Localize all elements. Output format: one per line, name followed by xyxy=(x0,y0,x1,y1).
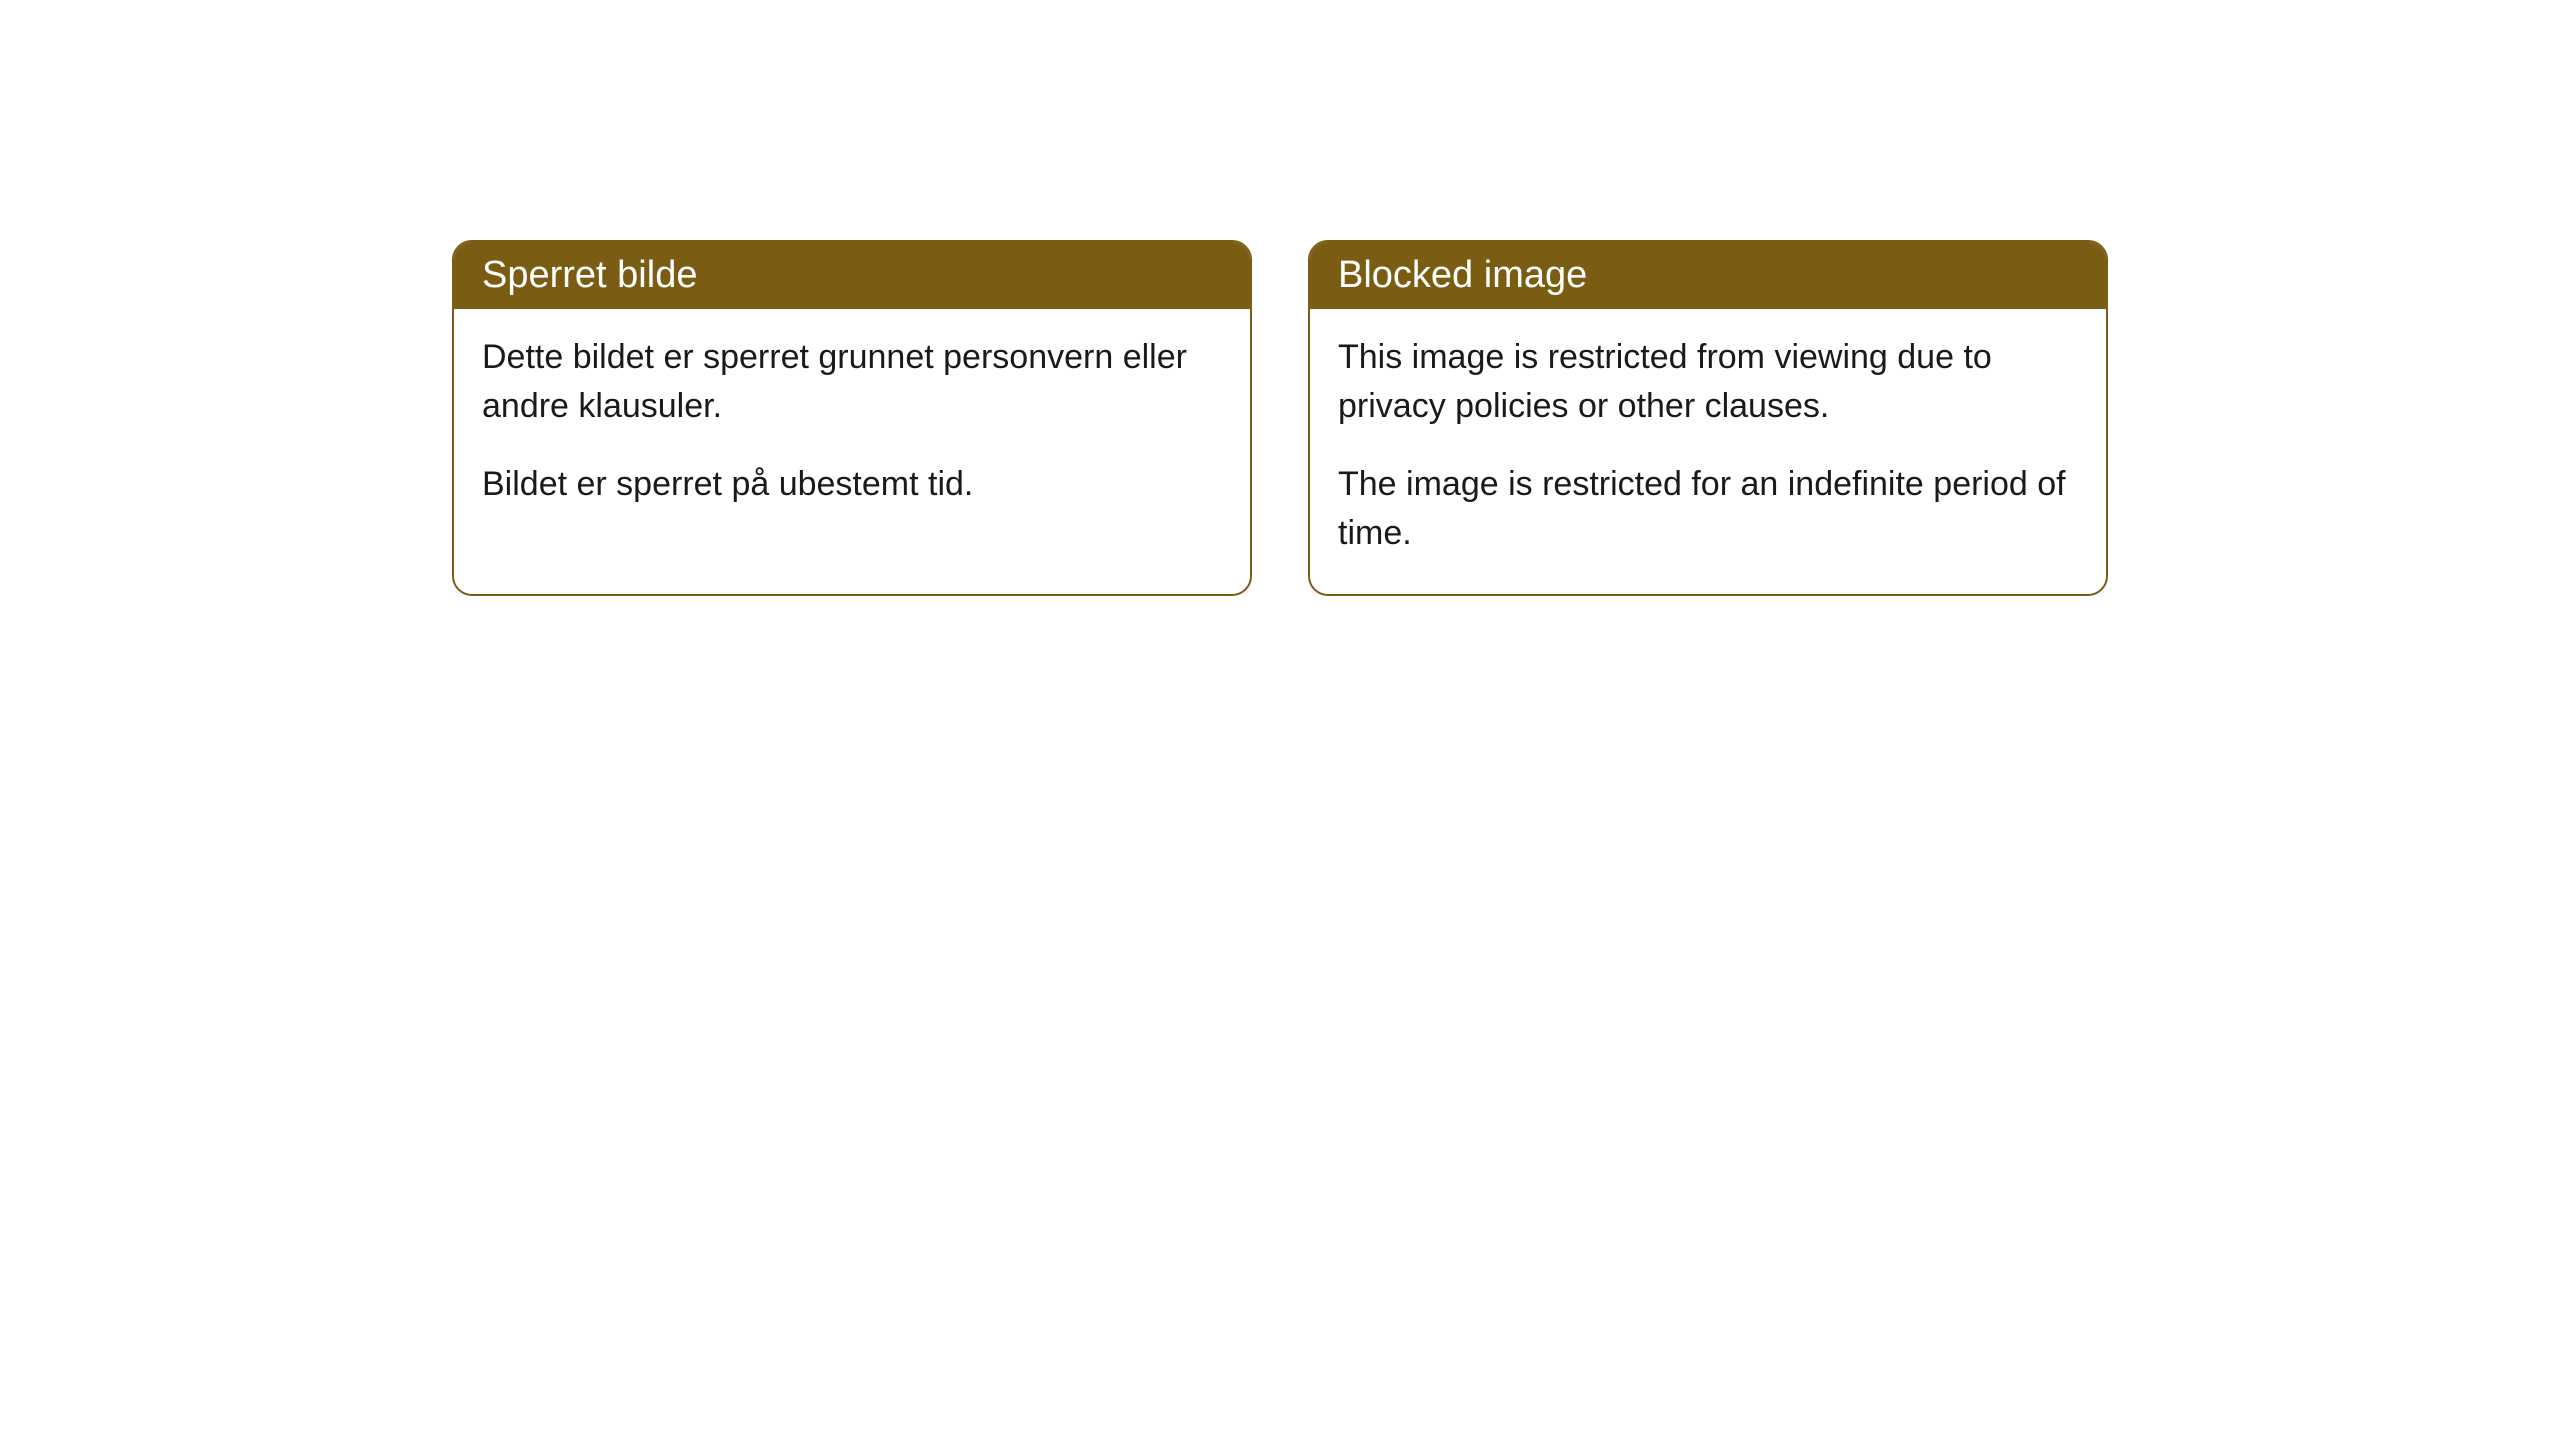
cards-container: Sperret bilde Dette bildet er sperret gr… xyxy=(0,240,2560,596)
card-title-english: Blocked image xyxy=(1338,254,1587,296)
card-header-norwegian: Sperret bilde xyxy=(454,242,1250,309)
card-title-norwegian: Sperret bilde xyxy=(482,254,697,296)
card-paragraph-1-english: This image is restricted from viewing du… xyxy=(1338,333,2078,432)
card-paragraph-2-norwegian: Bildet er sperret på ubestemt tid. xyxy=(482,460,1222,509)
card-body-norwegian: Dette bildet er sperret grunnet personve… xyxy=(454,309,1250,545)
card-english: Blocked image This image is restricted f… xyxy=(1308,240,2108,596)
card-body-english: This image is restricted from viewing du… xyxy=(1310,309,2106,594)
card-paragraph-1-norwegian: Dette bildet er sperret grunnet personve… xyxy=(482,333,1222,432)
card-norwegian: Sperret bilde Dette bildet er sperret gr… xyxy=(452,240,1252,596)
card-header-english: Blocked image xyxy=(1310,242,2106,309)
card-paragraph-2-english: The image is restricted for an indefinit… xyxy=(1338,460,2078,559)
